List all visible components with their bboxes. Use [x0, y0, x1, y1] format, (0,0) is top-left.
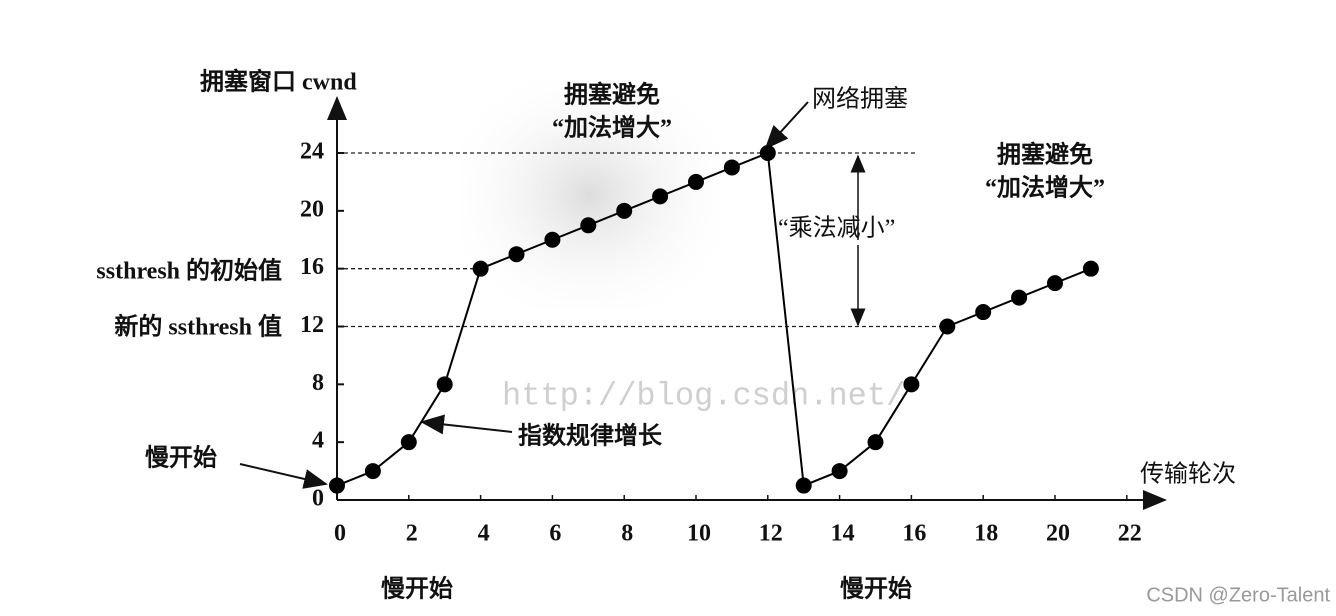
axes — [327, 96, 1167, 510]
x-tick-label: 22 — [1118, 521, 1142, 547]
annotation: “乘法减小” — [778, 215, 895, 242]
line — [336, 151, 1092, 487]
point — [795, 477, 812, 494]
x-tick-label: 18 — [974, 521, 998, 547]
annotation: “加法增大” — [552, 114, 672, 142]
point — [867, 434, 884, 451]
y-tick-label: 0 — [312, 486, 324, 512]
y-tick-label: 20 — [300, 196, 324, 222]
x-tick-label: 8 — [621, 521, 633, 547]
annotation: 网络拥塞 — [812, 86, 908, 113]
point — [652, 188, 669, 205]
x-tick-label: 12 — [759, 521, 783, 547]
point — [400, 434, 417, 451]
point — [688, 173, 704, 190]
point — [1047, 275, 1063, 292]
point — [616, 202, 633, 219]
watermark: CSDN @Zero-Talent — [1146, 584, 1330, 606]
arrow — [239, 463, 328, 489]
point — [580, 217, 597, 234]
point — [1011, 289, 1028, 306]
arrow — [420, 414, 513, 435]
annotation: “加法增大” — [985, 174, 1105, 202]
annotation: 新的 ssthresh 值 — [114, 313, 282, 341]
point — [939, 318, 956, 335]
y-tick-label: 16 — [300, 254, 324, 280]
point — [472, 260, 489, 277]
point — [759, 145, 776, 162]
point — [831, 463, 848, 480]
point — [1082, 260, 1099, 277]
x-tick-label: 2 — [406, 521, 418, 547]
point — [903, 376, 920, 393]
point — [436, 376, 453, 393]
point — [975, 304, 992, 321]
x-tick-label: 14 — [831, 521, 855, 547]
point — [544, 231, 561, 248]
x-axis-label: 传输轮次 — [1140, 461, 1236, 488]
y-tick-label: 4 — [312, 428, 324, 454]
annotation: 拥塞避免 — [997, 141, 1093, 169]
y-tick-label: 12 — [300, 312, 324, 338]
shading — [460, 80, 720, 310]
x-tick-label: 4 — [478, 521, 490, 547]
annotation: 慢开始 — [840, 575, 912, 603]
point — [329, 477, 345, 494]
arrow — [764, 101, 809, 150]
y-tick-label: 24 — [300, 139, 324, 165]
annotation: ssthresh 的初始值 — [96, 257, 282, 285]
x-tick-label: 0 — [334, 521, 346, 547]
x-tick-label: 10 — [687, 521, 711, 547]
annotation: 指数规律增长 — [518, 422, 663, 450]
y-tick-label: 8 — [312, 370, 324, 396]
point — [723, 159, 740, 176]
x-tick-label: 20 — [1046, 521, 1070, 547]
x-tick-label: 16 — [902, 521, 926, 547]
y-axis-label: 拥塞窗口 cwnd — [200, 68, 357, 96]
point — [364, 463, 381, 480]
annotation: 慢开始 — [381, 575, 453, 603]
x-tick-label: 6 — [549, 521, 561, 547]
watermark: http://blog.csdn.net/ — [502, 377, 905, 414]
annotation: 慢开始 — [145, 444, 217, 472]
annotation: 拥塞避免 — [564, 81, 660, 109]
point — [508, 246, 525, 263]
